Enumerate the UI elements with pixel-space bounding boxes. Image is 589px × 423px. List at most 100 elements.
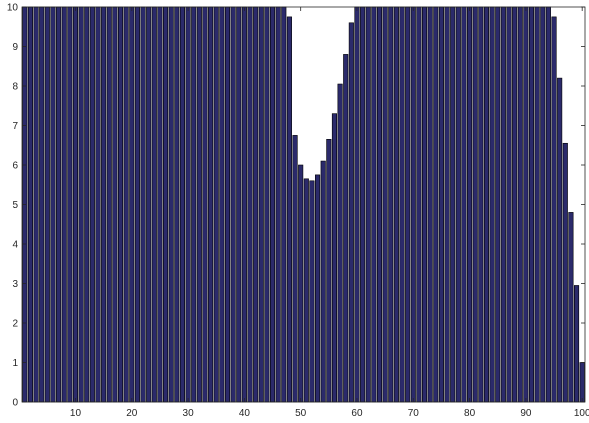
bar-47 [281,6,287,403]
x-tick-label-60: 60 [351,408,363,419]
bar-100 [579,362,585,403]
y-ticks-group: 0 1 2 3 4 5 6 7 8 9 10 [7,3,585,409]
bar-72 [421,6,428,403]
bar-33 [202,6,208,403]
bar-80 [467,6,473,403]
bar-79 [461,6,467,403]
bar-61 [360,6,366,403]
bar-4 [39,6,45,403]
x-tick-label-20: 20 [126,408,138,419]
bar-90 [523,6,529,403]
y-tick-label-4: 4 [12,240,18,251]
bar-58 [343,54,349,403]
bar-23 [146,6,152,403]
bar-93 [540,6,546,403]
bar-32 [196,6,202,403]
axes-group [21,6,586,403]
bar-41 [247,6,253,403]
bar-5 [44,6,50,403]
bar-71 [416,6,422,403]
bar-54 [320,160,326,403]
bar-55 [326,139,332,403]
x-tick-label-30: 30 [183,408,195,419]
bar-21 [134,6,140,403]
bar-12 [84,6,90,403]
x-tick-label-70: 70 [408,408,420,419]
x-tick-label-100: 100 [574,408,589,419]
bar-11 [78,6,84,403]
x-tick-label-80: 80 [464,408,476,419]
x-ticks-group: 10 20 30 40 50 60 70 80 90 100 [70,7,589,419]
bar-68 [399,6,405,403]
bar-81 [472,6,478,403]
bar-82 [478,6,484,403]
bar-52 [309,180,315,403]
bar-65 [382,6,388,403]
bar-44 [264,6,270,403]
bar-16 [106,6,112,403]
bar-49 [292,135,298,403]
bar-42 [253,6,259,403]
bar-38 [230,6,236,403]
y-tick-label-9: 9 [12,42,18,53]
bar-36 [219,6,225,403]
bar-43 [258,6,264,403]
bar-84 [489,6,495,403]
x-tick-label-40: 40 [239,408,251,419]
bar-70 [410,6,416,403]
bar-83 [483,6,490,403]
x-tick-label-10: 10 [70,408,82,419]
bar-92 [534,6,540,403]
y-tick-label-6: 6 [12,161,18,172]
bar-7 [56,6,62,403]
bar-26 [163,6,169,403]
bar-40 [241,6,247,403]
bar-13 [89,6,95,403]
bar-27 [168,6,174,403]
x-tick-label-50: 50 [295,408,307,419]
bar-75 [438,6,444,403]
bar-17 [112,6,118,403]
bar-69 [405,6,411,403]
bar-30 [185,6,191,403]
bar-60 [354,6,360,403]
bar-57 [337,83,343,403]
bar-67 [393,6,399,403]
bar-66 [388,6,394,403]
bar-31 [191,6,197,403]
y-tick-label-2: 2 [12,319,18,330]
bar-9 [67,6,73,403]
bar-25 [157,6,163,403]
bar-2 [27,6,33,403]
axes-box [21,6,586,403]
bar-53 [315,174,321,403]
bar-22 [140,6,146,403]
bar-28 [174,6,180,403]
bar-85 [495,6,501,403]
bar-14 [95,6,101,403]
bar-94 [545,6,551,403]
bar-29 [179,6,185,403]
bar-73 [427,6,433,403]
bar-97 [562,142,568,403]
bar-98 [568,212,574,403]
y-tick-label-10: 10 [7,3,19,14]
bar-59 [348,22,354,403]
bar-6 [50,6,56,403]
bar-74 [433,6,439,403]
bar-34 [208,6,214,403]
bar-39 [236,6,242,403]
bar-20 [129,6,135,403]
bar-88 [512,6,518,403]
bar-87 [506,6,512,403]
bar-3 [33,6,39,403]
bar-18 [117,6,124,403]
bar-64 [376,6,383,403]
bar-91 [528,6,535,403]
bar-37 [224,6,231,403]
y-tick-label-0: 0 [12,398,18,409]
bar-63 [371,6,377,403]
bars-group [22,6,585,403]
bar-56 [331,113,338,403]
